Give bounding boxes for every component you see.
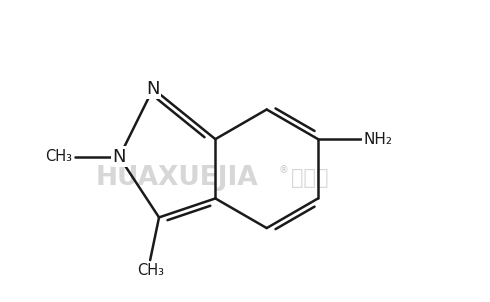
- Text: N: N: [147, 80, 160, 98]
- Text: HUAXUEJIA: HUAXUEJIA: [96, 165, 258, 191]
- Text: 化学加: 化学加: [292, 168, 329, 188]
- Text: CH₃: CH₃: [137, 263, 164, 278]
- Text: ®: ®: [279, 165, 289, 175]
- Text: NH₂: NH₂: [364, 132, 392, 147]
- Text: N: N: [113, 148, 126, 166]
- Text: CH₃: CH₃: [45, 149, 72, 164]
